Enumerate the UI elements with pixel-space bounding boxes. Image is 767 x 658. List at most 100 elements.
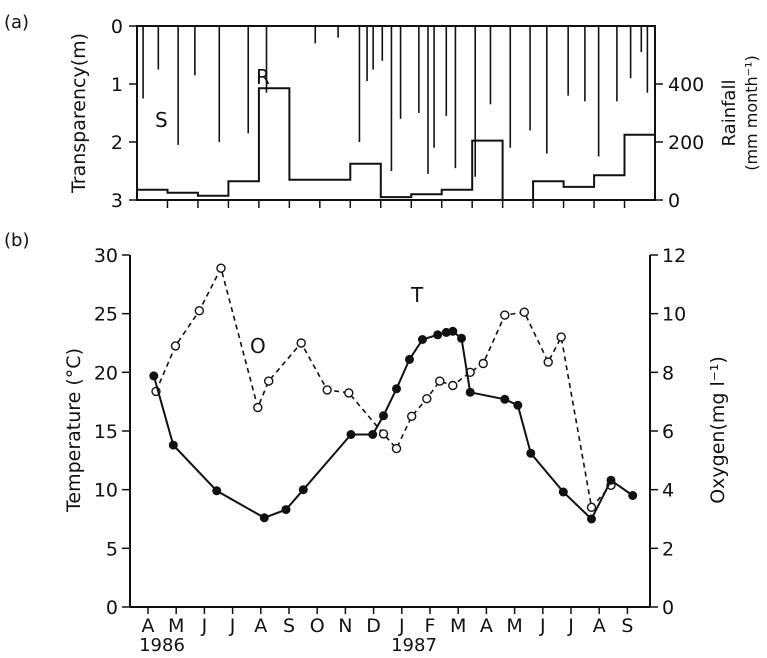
oxygen-point [448,380,458,391]
panel-b-y-tick-label: 30 [94,245,118,267]
x-tick-label: A [593,615,606,637]
x-tick-label: J [539,615,546,637]
oxygen-point [322,385,332,395]
panel-b-y2-tick-label: 0 [662,597,674,619]
panel-a-y2-tick-label: 0 [668,190,680,212]
year-label-1987: 1987 [391,635,437,656]
rainfall-steps [137,87,656,201]
panel-b-y2-tick-label: 6 [662,421,674,443]
oxygen-point [556,332,566,342]
oxygen-point [253,402,263,413]
panel-a-y2-tick-label: 200 [668,132,704,154]
series-label-t: T [410,283,424,307]
panel-b-y-tick-label: 0 [106,597,118,619]
x-tick-label: A [254,615,267,637]
x-tick-label: S [283,615,295,637]
panel-b-y2-axis-title: Oxygen(mg l⁻¹) [707,356,729,504]
temperature-point [418,335,427,344]
x-tick-label: D [366,615,381,637]
x-tick-label: A [480,615,493,637]
panel-b-y-tick-label: 10 [94,480,118,502]
temperature-point [405,354,414,364]
temperature-point [526,448,536,458]
panel-b-y-tick-label: 5 [106,538,118,560]
transparency-sticks [142,26,649,177]
x-tick-label: S [621,615,633,637]
temperature-point [500,394,510,404]
panel-b-y-tick-label: 20 [94,362,118,384]
panel-a-label: (a) [4,12,29,33]
x-tick-label: J [567,615,574,637]
panel-a-y2-axis-title-line1: Rainfall [719,80,740,147]
panel-b-y2-tick-label: 4 [662,480,674,502]
temperature-point [606,475,616,485]
temperature-point [558,487,568,497]
temperature-point [457,333,466,343]
panel-a-y2-axis-title-line2: (mm month⁻¹) [742,55,761,171]
panel-b-y-axis-title: Temperature (°C) [63,348,85,513]
x-tick-label: J [398,615,405,637]
panel-b-axes [129,255,651,608]
temperature-point [281,505,291,515]
x-tick-label: F [425,615,436,637]
temperature-point [149,371,159,381]
x-tick-label: M [168,615,184,637]
temperature-point [379,411,388,421]
oxygen-point [216,263,226,273]
temperature-point [587,514,596,524]
x-tick-label: J [201,615,208,637]
panel-a-ticks: 0 1 2 3 0 200 400 [111,16,704,212]
oxygen-point [586,502,597,512]
oxygen-point [500,310,510,320]
oxygen-point [422,394,432,404]
temperature-point [168,440,178,450]
temperature-point [465,387,475,397]
panel-b-y-tick-label: 25 [94,304,118,326]
oxygen-point [543,357,553,367]
panel-b-y2-tick-label: 2 [662,538,674,560]
oxygen-series [151,263,616,512]
x-tick-label: M [506,615,522,637]
temperature-point [628,491,638,500]
oxygen-point [344,388,354,398]
oxygen-point [407,411,417,421]
temperature-point [448,326,458,336]
temperature-point [346,430,356,439]
panel-b-label: (b) [4,230,29,251]
panel-a-plot-border [136,25,656,201]
panel-a-y-tick-label: 2 [111,132,123,154]
rainfall-step-line [137,87,656,201]
x-tick-label: J [229,615,236,637]
panel-b-y-tick-label: 15 [94,421,118,443]
series-label-s: S [155,108,168,132]
panel-a-y-tick-label: 3 [111,190,123,212]
oxygen-point [519,307,529,317]
panel-a-frame [136,25,656,201]
panel-b-y2-tick-label: 10 [662,304,686,326]
temperature-point [513,400,523,410]
oxygen-point [391,443,402,454]
year-label-1986: 1986 [139,635,185,656]
oxygen-point [296,338,306,348]
x-tick-label: N [338,615,352,637]
oxygen-point [170,341,181,351]
temperature-point [259,513,269,523]
series-label-r: R [256,65,270,89]
panel-b-y2-tick-label: 8 [662,362,674,384]
temperature-point [298,485,308,495]
panel-b-y2-tick-label: 12 [662,245,686,267]
temperature-point [433,330,443,340]
series-label-o: O [250,334,266,358]
panel-a-y2-tick-label: 400 [668,74,704,96]
oxygen-point [435,376,445,386]
temperature-series [149,326,638,524]
oxygen-point [194,306,205,316]
panel-a-y-axis-title: Transparency(m) [68,33,90,194]
x-tick-label: A [142,615,155,637]
oxygen-line [155,265,612,510]
oxygen-point [264,376,274,386]
temperature-point [212,486,222,496]
oxygen-point [378,429,389,439]
